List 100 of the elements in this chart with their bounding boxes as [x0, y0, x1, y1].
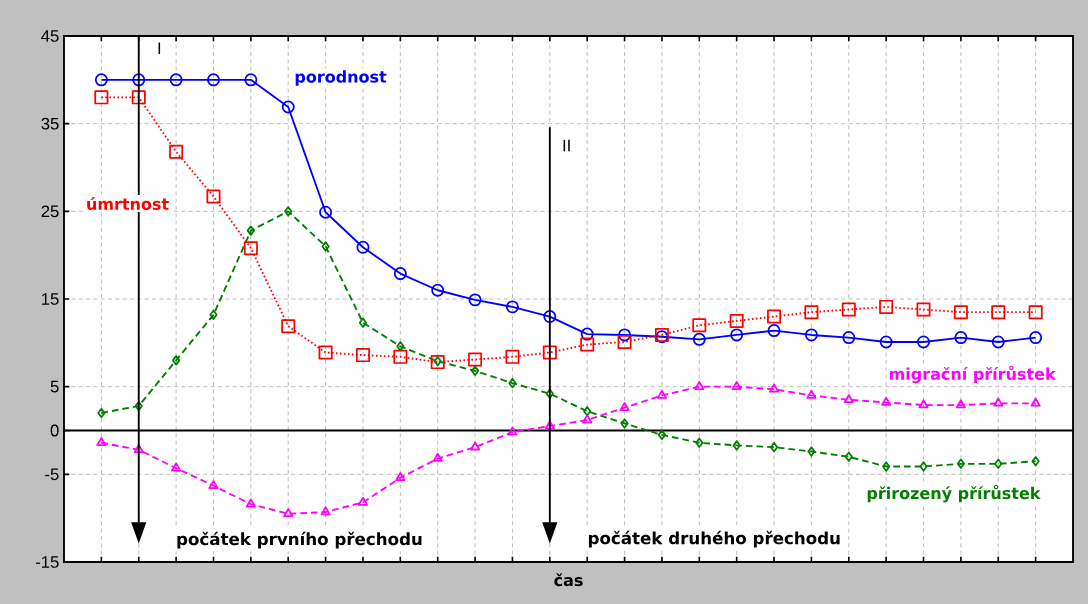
point [731, 381, 742, 390]
point [919, 461, 928, 472]
point [806, 389, 817, 399]
point [916, 302, 931, 317]
point [917, 335, 930, 349]
point [133, 444, 144, 454]
point [358, 317, 368, 328]
series-label: migrační přírůstek [889, 365, 1056, 384]
point [882, 461, 891, 472]
point [508, 378, 517, 389]
point [583, 406, 592, 417]
point [281, 319, 296, 334]
point [956, 458, 965, 469]
point [617, 334, 632, 349]
point [879, 299, 894, 314]
point [131, 90, 146, 105]
point [991, 305, 1006, 320]
annotation: počátek druhého přechodu [588, 530, 840, 548]
point [695, 437, 704, 448]
point [730, 328, 744, 342]
point [991, 335, 1005, 349]
y-tick-label: 5 [50, 380, 59, 393]
point [284, 206, 293, 217]
point [470, 441, 481, 451]
point [134, 400, 143, 412]
y-tick-label: 35 [41, 117, 59, 130]
point [169, 144, 184, 159]
point [395, 472, 406, 482]
point [357, 496, 368, 506]
point [432, 452, 443, 462]
point [94, 73, 108, 87]
annotation: I [158, 42, 161, 55]
point [580, 327, 594, 341]
y-tick-label: -15 [35, 556, 59, 568]
point [955, 399, 966, 409]
point [1029, 331, 1043, 345]
point [881, 396, 892, 406]
y-tick-label: 15 [42, 293, 59, 305]
point [954, 331, 968, 345]
point [393, 267, 407, 281]
point [283, 508, 294, 518]
point [618, 328, 632, 342]
point [843, 394, 854, 404]
point [767, 309, 782, 324]
point [206, 189, 221, 204]
series-label: přirozený přírůstek [867, 484, 1041, 503]
series-label: porodnost [295, 70, 387, 86]
point [246, 225, 255, 236]
point [842, 331, 856, 345]
point [545, 388, 554, 399]
point [321, 241, 330, 252]
y-tick-label: 45 [41, 30, 59, 42]
point [544, 420, 555, 430]
point [171, 462, 182, 472]
point [97, 407, 106, 419]
point [209, 309, 218, 320]
point [431, 283, 445, 297]
point [619, 402, 630, 411]
point [657, 429, 666, 441]
point [767, 324, 781, 338]
point [1030, 397, 1041, 407]
annotation: II [563, 139, 570, 152]
point [396, 341, 405, 352]
point [993, 397, 1004, 407]
point [769, 442, 779, 453]
point [356, 240, 370, 254]
point [692, 318, 707, 333]
point [1028, 305, 1043, 320]
point [918, 399, 929, 409]
point [471, 365, 480, 377]
point [694, 381, 705, 390]
point [132, 73, 146, 87]
y-tick-label: 0 [50, 424, 59, 437]
point [393, 349, 408, 364]
point [172, 355, 181, 366]
point [207, 73, 220, 87]
point [580, 337, 595, 352]
point [804, 305, 819, 320]
point [208, 480, 219, 489]
annotation: počátek prvního přechodu [177, 531, 422, 549]
point [505, 349, 520, 364]
point [543, 310, 557, 323]
point [505, 300, 519, 314]
point [729, 313, 744, 328]
point [1031, 456, 1040, 467]
point [468, 352, 483, 367]
point [879, 335, 893, 349]
point [245, 498, 256, 508]
point [169, 73, 183, 87]
point [732, 440, 741, 451]
point [769, 383, 780, 393]
point [96, 437, 107, 447]
y-tick-label: 25 [41, 205, 59, 218]
text: úmrtnost [87, 196, 169, 210]
point [804, 328, 818, 342]
point [244, 73, 258, 87]
point [320, 506, 331, 516]
point [281, 100, 295, 114]
x-axis-title: čas [554, 573, 583, 587]
point [656, 389, 667, 399]
